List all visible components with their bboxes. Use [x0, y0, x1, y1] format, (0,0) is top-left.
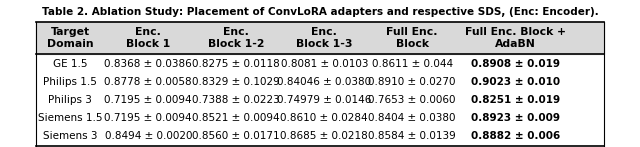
Text: Siemens 1.5: Siemens 1.5: [38, 113, 102, 123]
Text: 0.8908 ± 0.019: 0.8908 ± 0.019: [471, 59, 561, 69]
Text: 0.8404 ± 0.0380: 0.8404 ± 0.0380: [369, 113, 456, 123]
Text: 0.8778 ± 0.0058: 0.8778 ± 0.0058: [104, 77, 192, 87]
Text: 0.9023 ± 0.010: 0.9023 ± 0.010: [471, 77, 561, 87]
Text: 0.74979 ± 0.0146: 0.74979 ± 0.0146: [277, 95, 371, 105]
Text: 0.8923 ± 0.009: 0.8923 ± 0.009: [471, 113, 561, 123]
Text: Enc.
Block 1-2: Enc. Block 1-2: [208, 27, 264, 49]
Text: Siemens 3: Siemens 3: [43, 131, 97, 141]
Text: 0.8882 ± 0.006: 0.8882 ± 0.006: [471, 131, 561, 141]
Text: Target
Domain: Target Domain: [47, 27, 93, 49]
Text: Full Enc. Block +
AdaBN: Full Enc. Block + AdaBN: [465, 27, 566, 49]
Text: 0.8910 ± 0.0270: 0.8910 ± 0.0270: [369, 77, 456, 87]
Text: 0.8368 ± 0.0386: 0.8368 ± 0.0386: [104, 59, 192, 69]
Text: 0.8611 ± 0.044: 0.8611 ± 0.044: [372, 59, 453, 69]
Text: 0.8494 ± 0.0020: 0.8494 ± 0.0020: [104, 131, 192, 141]
Text: 0.7388 ± 0.0223: 0.7388 ± 0.0223: [193, 95, 280, 105]
Text: Philips 3: Philips 3: [48, 95, 92, 105]
Text: 0.8275 ± 0.0118: 0.8275 ± 0.0118: [193, 59, 280, 69]
Text: 0.7195 ± 0.0094: 0.7195 ± 0.0094: [104, 113, 192, 123]
Text: 0.7653 ± 0.0060: 0.7653 ± 0.0060: [369, 95, 456, 105]
Text: 0.8584 ± 0.0139: 0.8584 ± 0.0139: [369, 131, 456, 141]
Text: 0.8610 ± 0.0284: 0.8610 ± 0.0284: [280, 113, 368, 123]
Text: 0.8329 ± 0.1029: 0.8329 ± 0.1029: [193, 77, 280, 87]
Text: 0.8521 ± 0.0094: 0.8521 ± 0.0094: [193, 113, 280, 123]
Text: Table 2. Ablation Study: Placement of ConvLoRA adapters and respective SDS, (Enc: Table 2. Ablation Study: Placement of Co…: [42, 7, 598, 17]
Text: 0.84046 ± 0.0380: 0.84046 ± 0.0380: [277, 77, 371, 87]
Text: 0.8685 ± 0.0218: 0.8685 ± 0.0218: [280, 131, 368, 141]
Text: Philips 1.5: Philips 1.5: [44, 77, 97, 87]
Text: 0.8251 ± 0.019: 0.8251 ± 0.019: [471, 95, 561, 105]
Text: Enc.
Block 1-3: Enc. Block 1-3: [296, 27, 353, 49]
Text: Full Enc.
Block: Full Enc. Block: [387, 27, 438, 49]
Text: Enc.
Block 1: Enc. Block 1: [126, 27, 170, 49]
Text: 0.8081 ± 0.0103: 0.8081 ± 0.0103: [280, 59, 368, 69]
Text: 0.8560 ± 0.0171: 0.8560 ± 0.0171: [193, 131, 280, 141]
Text: GE 1.5: GE 1.5: [53, 59, 88, 69]
Text: 0.7195 ± 0.0094: 0.7195 ± 0.0094: [104, 95, 192, 105]
Bar: [36, 22, 604, 54]
